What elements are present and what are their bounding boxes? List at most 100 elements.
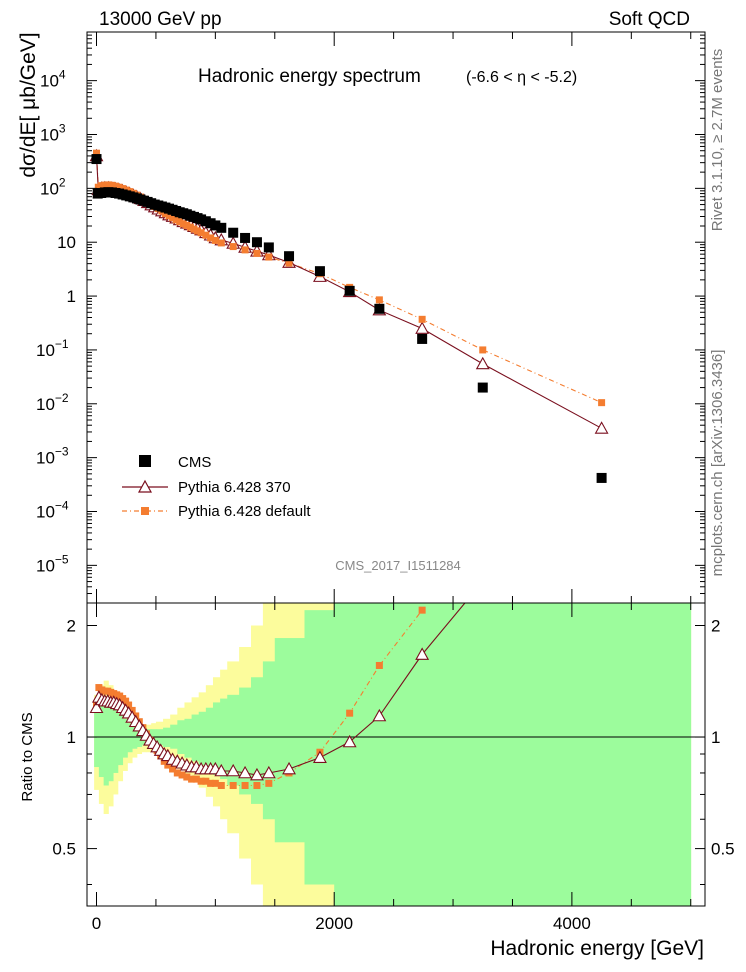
main-marker-cms (314, 266, 325, 277)
ratio-marker-pythia-default (125, 701, 133, 709)
y-tick-label: 102 (40, 175, 66, 198)
ratio-marker-pythia-370 (250, 767, 264, 781)
main-marker-cms (374, 303, 385, 314)
ratio-marker-pythia-370 (313, 750, 327, 763)
uncertainty-band-green (239, 687, 252, 795)
uncertainty-band-green (127, 723, 133, 753)
main-marker-cms (263, 242, 274, 253)
main-marker-cms (344, 285, 355, 296)
y-axis-label: dσ/dE[ μb/GeV] (17, 32, 40, 177)
ratio-marker-pythia-default (229, 782, 237, 790)
ratio-y-tick-label: 2 (67, 616, 76, 635)
ratio-marker-pythia-default (211, 779, 219, 787)
uncertainty-band-green (113, 707, 119, 773)
main-marker-cms (210, 220, 221, 231)
main-marker-cms (477, 382, 488, 393)
ratio-marker-pythia-default (160, 757, 168, 765)
rivet-version-label: Rivet 3.1.10, ≥ 2.7M events (709, 49, 726, 232)
category-label: Soft QCD (609, 9, 690, 30)
uncertainty-band-green (274, 638, 305, 843)
main-marker-cms (228, 227, 239, 238)
main-marker-pythia-default (265, 253, 273, 261)
uncertainty-band-green (108, 702, 114, 782)
y-tick-label: 10 (57, 233, 76, 252)
ratio-marker-pythia-default (178, 771, 186, 779)
ratio-marker-pythia-370 (89, 700, 104, 714)
y-tick-label: 10−1 (36, 337, 69, 360)
main-marker-pythia-default (172, 216, 180, 224)
uncertainty-band-green (220, 698, 228, 780)
ratio-marker-pythia-370 (342, 734, 357, 748)
y-tick-label: 103 (40, 121, 66, 144)
main-marker-cms (91, 154, 102, 165)
main-marker-pythia-default (217, 239, 225, 247)
ratio-plot: 0.5 0.5 1 1 2 2 0 2000 4000 (52, 602, 735, 933)
main-marker-pythia-default (183, 221, 191, 229)
uncertainty-band-green (103, 701, 109, 786)
main-marker-cms (251, 237, 262, 248)
main-marker-pythia-default (194, 227, 202, 235)
ratio-marker-pythia-default (241, 782, 249, 790)
uncertainty-band-green (304, 610, 335, 885)
main-marker-pythia-default (104, 181, 112, 189)
uncertainty-band-green (212, 702, 221, 775)
uncertainty-band-green (191, 714, 200, 762)
y-tick-label: 10−2 (36, 391, 69, 414)
main-marker-pythia-default (253, 249, 261, 257)
main-marker-pythia-370 (475, 356, 490, 370)
ratio-marker-pythia-370 (415, 647, 430, 660)
ratio-y-tick-label-right: 2 (711, 616, 720, 635)
main-marker-pythia-default (169, 214, 177, 222)
ratio-marker-pythia-default (164, 761, 172, 769)
ratio-marker-pythia-default (122, 697, 130, 705)
ratio-marker-pythia-default (265, 779, 273, 787)
main-marker-pythia-default (190, 225, 198, 233)
analysis-label: CMS_2017_I1511284 (335, 558, 461, 573)
main-marker-pythia-default (211, 236, 219, 244)
ratio-marker-pythia-370 (261, 765, 276, 779)
legend-marker-cms (139, 455, 151, 467)
main-line-pythia-default (95, 153, 602, 404)
plot-title: Hadronic energy spectrum (198, 66, 421, 87)
ratio-marker-pythia-default (192, 775, 200, 783)
ratio-marker-pythia-default (197, 777, 205, 785)
main-marker-pythia-default (165, 212, 173, 220)
ratio-marker-pythia-default (173, 769, 181, 777)
ratio-marker-pythia-370 (238, 765, 253, 779)
uncertainty-band-green (205, 707, 214, 769)
main-marker-pythia-370 (415, 321, 430, 334)
x-tick-label: 2000 (315, 914, 353, 933)
ratio-marker-pythia-default (253, 782, 261, 790)
uncertainty-band-green (98, 705, 105, 778)
main-marker-pythia-default (285, 259, 293, 267)
ratio-y-tick-label: 0.5 (52, 840, 76, 859)
main-marker-pythia-default (197, 229, 205, 237)
ratio-marker-pythia-default (418, 606, 426, 614)
main-marker-pythia-default (598, 399, 606, 407)
main-marker-pythia-default (479, 346, 487, 354)
uncertainty-band-green (117, 713, 124, 766)
legend-marker-pythia-default (141, 507, 149, 515)
main-marker-pythia-370 (594, 421, 609, 434)
uncertainty-band-green (227, 694, 240, 786)
ratio-marker-pythia-default (188, 775, 196, 783)
x-tick-label: 4000 (553, 914, 591, 933)
ratio-marker-pythia-370 (372, 708, 387, 722)
ratio-marker-pythia-370 (226, 763, 241, 777)
ratio-marker-pythia-default (183, 773, 191, 781)
main-marker-pythia-default (229, 243, 237, 251)
main-marker-pythia-default (115, 183, 123, 191)
main-marker-cms (417, 333, 428, 344)
x-tick-label: 0 (92, 914, 101, 933)
main-marker-pythia-default (179, 220, 187, 228)
ratio-plot-area (87, 603, 705, 906)
uncertainty-band-green (262, 661, 276, 820)
ratio-marker-pythia-370 (214, 763, 229, 777)
legend: CMS Pythia 6.428 370 Pythia 6.428 defaul… (122, 454, 311, 520)
main-marker-pythia-default (101, 181, 109, 189)
ratio-marker-pythia-default (375, 661, 383, 669)
uncertainty-band-green (198, 711, 207, 766)
main-marker-pythia-default (93, 149, 101, 157)
ratio-y-label: Ratio to CMS (19, 712, 36, 801)
